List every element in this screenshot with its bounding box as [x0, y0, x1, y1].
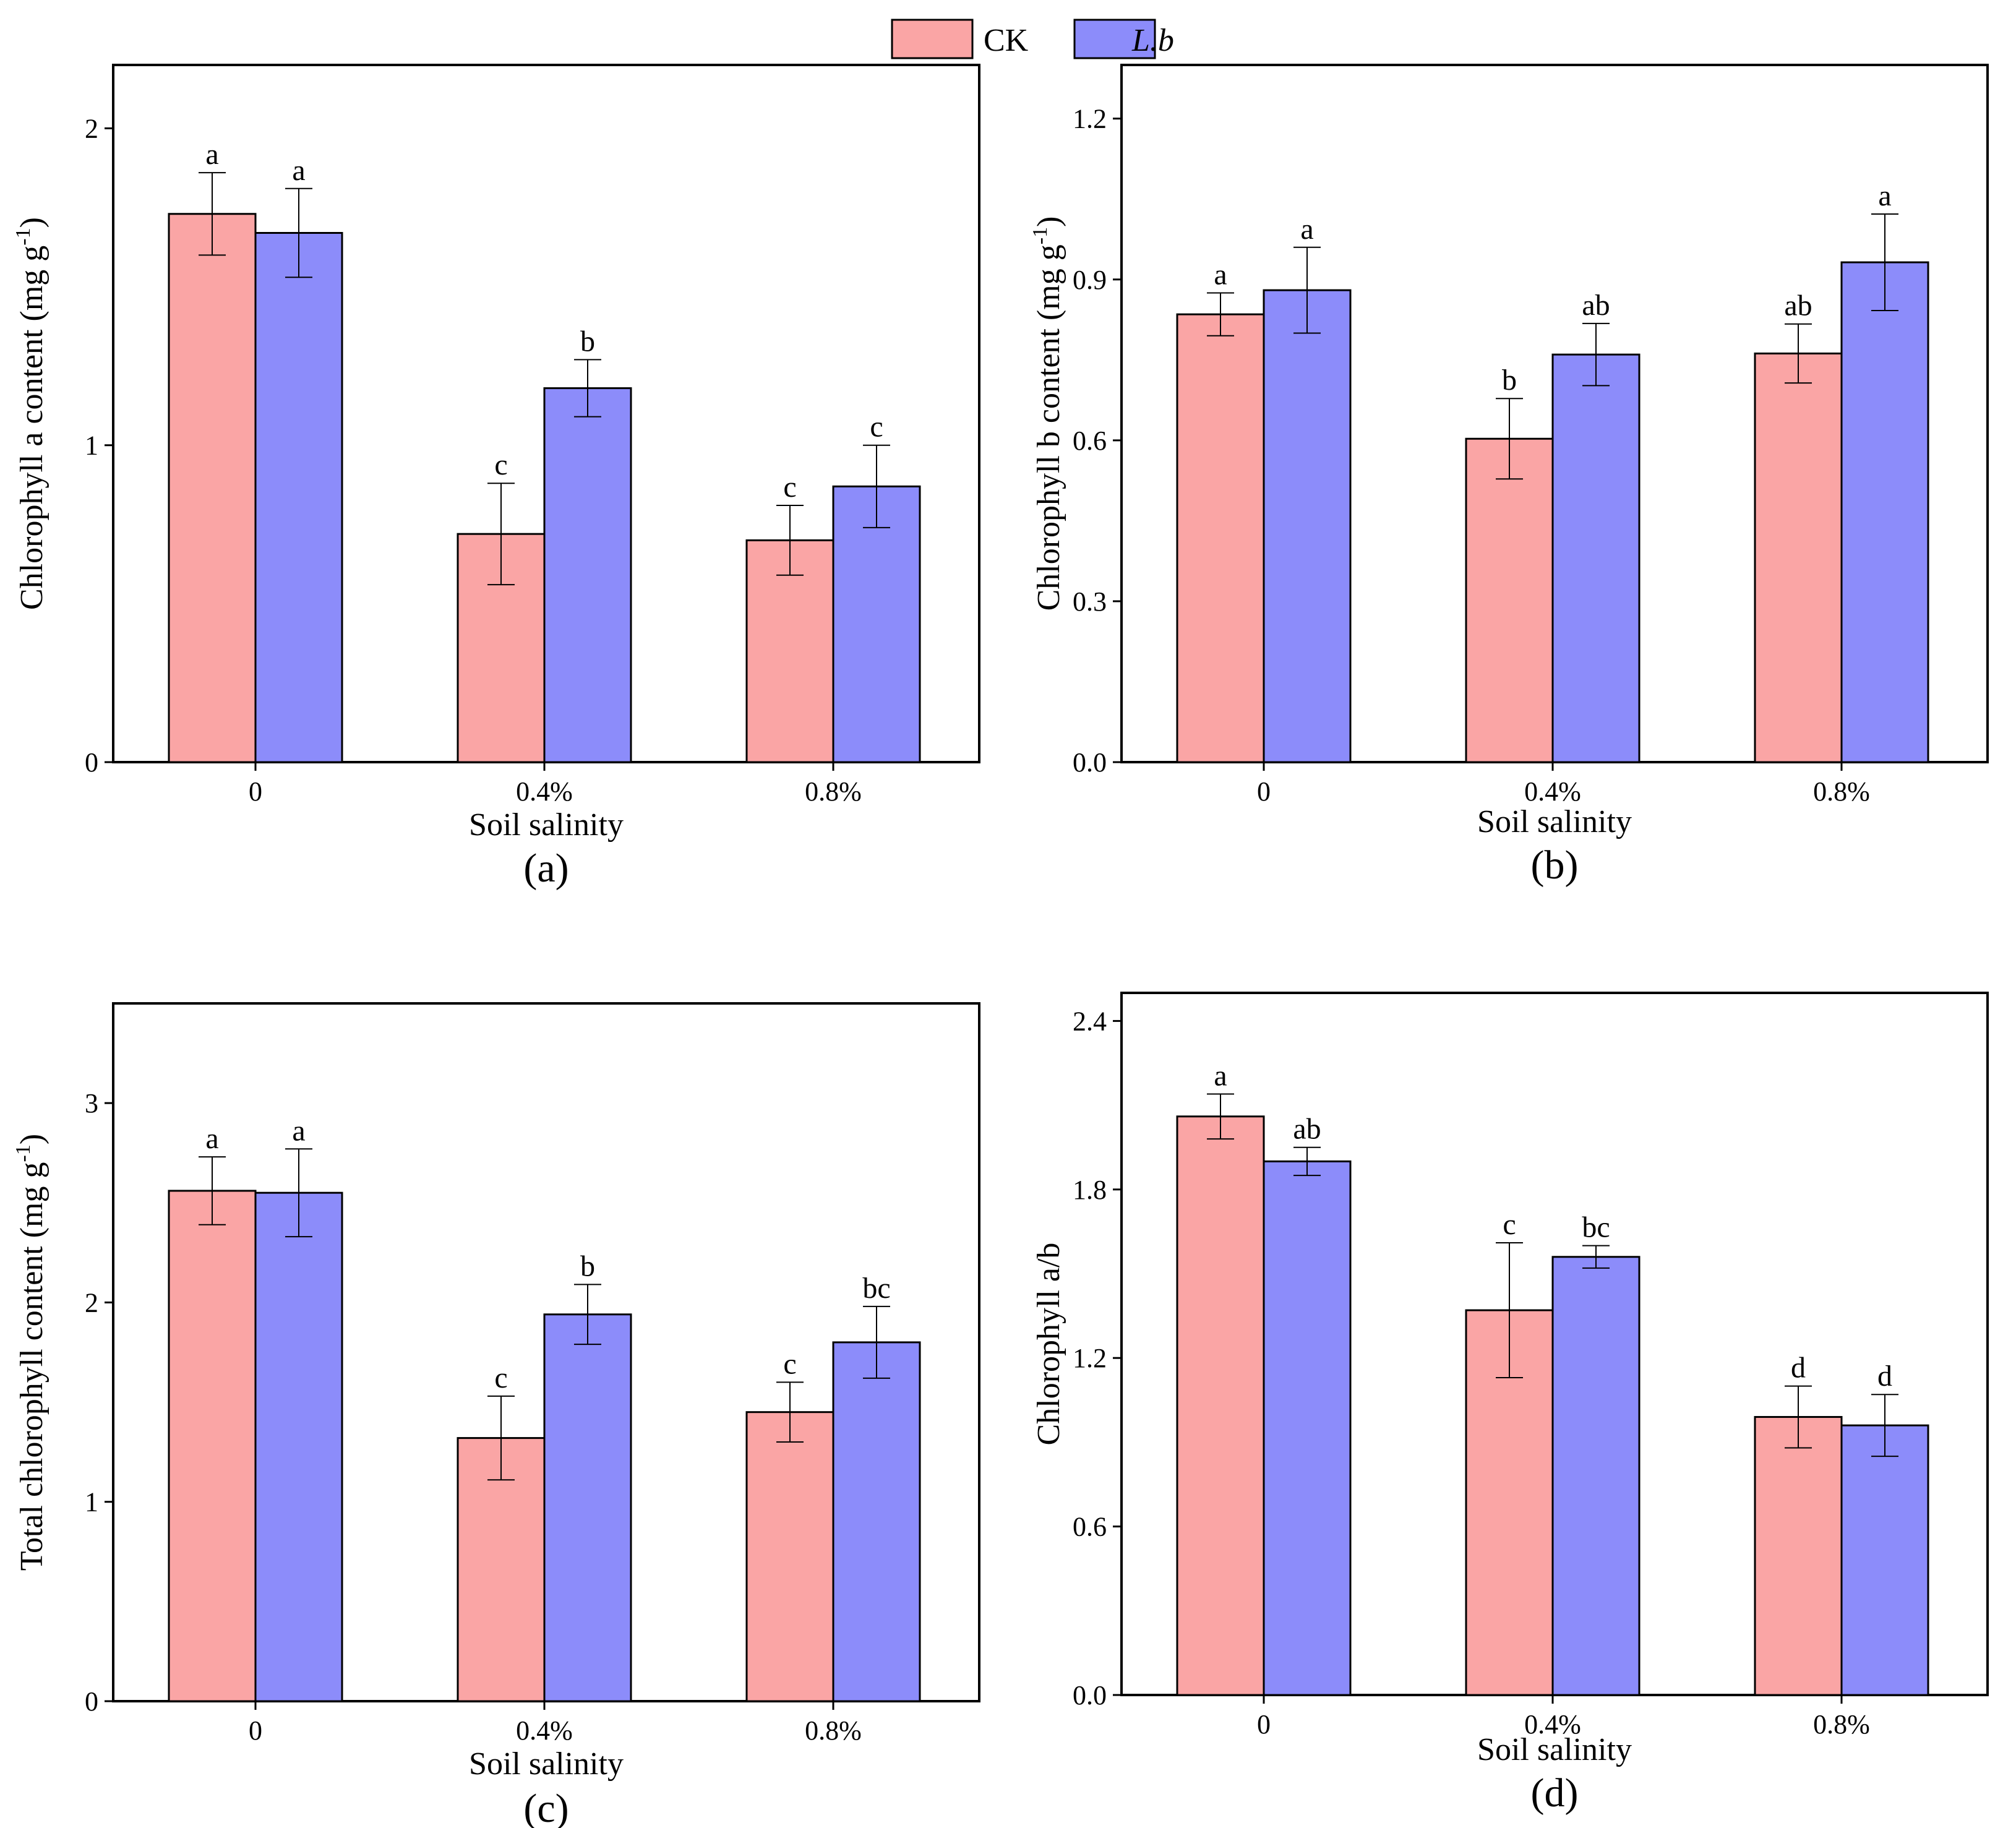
significance-letter: b [580, 1250, 595, 1282]
y-tick-label: 1.8 [1073, 1175, 1107, 1205]
chart-panel-2: 0.0 0.3 0.6 0.9 1.2 0 a a 0.4% b ab 0.8% ab a Soil sal… [1029, 64, 1989, 888]
y-tick-label: 1 [85, 431, 98, 461]
bar-lb-1 [1551, 353, 1641, 763]
panel-label: (b) [1531, 843, 1579, 888]
x-tick-label: 0 [1257, 1709, 1271, 1740]
significance-letter: c [494, 448, 507, 481]
bar-ck-0 [1176, 313, 1265, 763]
x-axis-title: Soil salinity [1477, 804, 1632, 839]
x-tick-label: 0.8% [805, 776, 862, 807]
y-tick-label: 2.4 [1073, 1006, 1107, 1036]
significance-letter: d [1877, 1360, 1892, 1392]
x-tick-label: 0.4% [516, 776, 573, 807]
x-tick-label: 0.4% [1524, 776, 1581, 807]
y-tick-label: 0 [85, 747, 98, 778]
bar-ck-2 [1754, 1416, 1843, 1696]
x-tick-label: 0.8% [1813, 1709, 1870, 1740]
y-axis-title: Chlorophyll a content (mg g-1) [12, 217, 49, 610]
significance-letter: a [292, 1114, 305, 1147]
x-tick-label: 0.8% [1813, 776, 1870, 807]
significance-letter: c [870, 411, 883, 444]
panel-label: (d) [1531, 1770, 1579, 1816]
y-tick-label: 2 [85, 1287, 98, 1318]
significance-letter: bc [1582, 1211, 1610, 1244]
y-tick-label: 3 [85, 1088, 98, 1118]
bar-ck-1 [1465, 437, 1554, 763]
chart-panel-1: 0 1 2 0 a a 0.4% c b 0.8% c c Soil salinity(a) Chloro… [12, 64, 980, 891]
x-tick-label: 0 [249, 776, 262, 807]
bar-ck-1 [457, 1437, 546, 1702]
significance-letter: a [292, 154, 305, 187]
bar-ck-0 [168, 213, 257, 763]
y-tick-label: 0.6 [1073, 1512, 1107, 1542]
significance-letter: ab [1582, 289, 1610, 322]
bar-ck-2 [745, 1411, 834, 1702]
bar-lb-2 [1840, 261, 1929, 763]
significance-letter: a [205, 138, 218, 171]
significance-letter: a [1878, 179, 1891, 212]
panel-label: (a) [523, 846, 568, 891]
significance-letter: c [783, 1347, 796, 1380]
bar-lb-2 [1840, 1424, 1929, 1696]
y-tick-label: 0.3 [1073, 586, 1107, 617]
bar-lb-2 [832, 485, 921, 763]
significance-letter: b [1502, 364, 1517, 397]
significance-letter: a [205, 1122, 218, 1155]
x-tick-label: 0 [1257, 776, 1271, 807]
x-tick-label: 0.4% [1524, 1709, 1581, 1740]
legend: CK L.b [891, 19, 1174, 59]
y-axis-title: Chlorophyll b content (mg g-1) [1029, 217, 1066, 611]
bar-lb-0 [254, 232, 343, 763]
y-tick-label: 0.0 [1073, 747, 1107, 778]
x-tick-label: 0.4% [516, 1715, 573, 1746]
bar-lb-2 [832, 1341, 921, 1702]
legend-label-0: CK [984, 23, 1029, 58]
bar-lb-0 [254, 1191, 343, 1702]
significance-letter: a [1214, 258, 1227, 291]
legend-label-1: L.b [1131, 23, 1174, 58]
bar-lb-1 [543, 1313, 632, 1702]
significance-letter: c [1503, 1208, 1516, 1241]
significance-letter: bc [862, 1272, 890, 1305]
bar-ck-2 [745, 539, 834, 763]
significance-letter: a [1214, 1059, 1227, 1092]
bar-lb-0 [1263, 1160, 1352, 1696]
y-axis-title: Chlorophyll a/b [1031, 1243, 1066, 1446]
bar-lb-1 [1551, 1256, 1641, 1696]
x-tick-label: 0 [249, 1715, 262, 1746]
y-tick-label: 1 [85, 1487, 98, 1517]
significance-letter: ab [1293, 1113, 1321, 1146]
legend-swatch-0 [891, 19, 974, 59]
bar-ck-0 [1176, 1115, 1265, 1696]
y-tick-label: 0.6 [1073, 426, 1107, 456]
bar-ck-0 [168, 1190, 257, 1702]
significance-letter: d [1791, 1352, 1806, 1384]
y-axis-title: Total chlorophyll content (mg g-1) [12, 1134, 49, 1571]
significance-letter: b [580, 325, 595, 358]
panel-label: (c) [523, 1786, 568, 1828]
bar-lb-0 [1263, 289, 1352, 763]
significance-letter: ab [1784, 290, 1812, 322]
y-tick-label: 1.2 [1073, 1343, 1107, 1373]
legend-swatch-1 [1073, 19, 1156, 59]
significance-letter: c [783, 471, 796, 504]
y-tick-label: 1.2 [1073, 104, 1107, 134]
significance-letter: a [1300, 213, 1313, 246]
x-axis-title: Soil salinity [469, 807, 624, 843]
significance-letter: c [494, 1362, 507, 1394]
bar-ck-2 [1754, 352, 1843, 763]
x-axis-title: Soil salinity [469, 1746, 624, 1782]
y-tick-label: 2 [85, 113, 98, 144]
x-tick-label: 0.8% [805, 1715, 862, 1746]
y-tick-label: 0.9 [1073, 265, 1107, 295]
y-tick-label: 0.0 [1073, 1680, 1107, 1710]
chart-panel-4: 0.0 0.6 1.2 1.8 2.4 0 a ab 0.4% c bc 0.8% d d Soil sal… [1031, 992, 1989, 1816]
y-tick-label: 0 [85, 1686, 98, 1717]
x-axis-title: Soil salinity [1477, 1732, 1632, 1767]
bar-lb-1 [543, 387, 632, 763]
chart-panel-3: 0 1 2 3 0 a a 0.4% c b 0.8% c bc Soil salinity (c) Tota… [12, 1002, 980, 1828]
